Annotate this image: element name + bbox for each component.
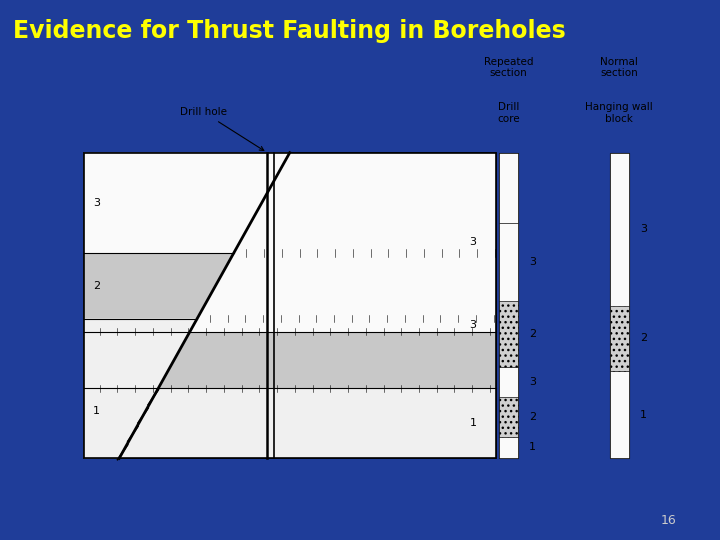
Bar [610, 153, 629, 306]
Polygon shape [84, 319, 197, 458]
Text: Evidence for Thrust Faulting in Boreholes: Evidence for Thrust Faulting in Borehole… [13, 19, 566, 43]
Bar [610, 153, 629, 458]
Bar [84, 153, 495, 458]
Bar [499, 301, 518, 367]
Bar [84, 332, 495, 388]
Text: Hanging wall
block: Hanging wall block [585, 102, 653, 124]
Text: 3: 3 [469, 320, 477, 330]
Text: Normal
section: Normal section [600, 57, 638, 78]
Text: 1: 1 [469, 418, 477, 428]
Polygon shape [84, 153, 289, 253]
Text: 2: 2 [529, 412, 536, 422]
Text: 2: 2 [640, 333, 647, 343]
Text: 3: 3 [469, 237, 477, 247]
Polygon shape [84, 253, 234, 319]
Bar [499, 153, 518, 458]
Bar [84, 153, 495, 332]
Text: Drill
core: Drill core [497, 102, 520, 124]
Text: Repeated
section: Repeated section [484, 57, 533, 78]
Bar [499, 367, 518, 397]
Bar [499, 397, 518, 436]
Text: 2: 2 [94, 281, 100, 291]
Text: 3: 3 [94, 198, 100, 208]
Bar [610, 371, 629, 458]
Text: 3: 3 [529, 377, 536, 387]
Bar [499, 153, 518, 222]
Text: 1: 1 [94, 406, 100, 416]
Text: 3: 3 [640, 224, 647, 234]
Text: 1: 1 [640, 410, 647, 420]
Text: 1: 1 [529, 442, 536, 453]
Bar [499, 436, 518, 458]
Bar [610, 306, 629, 371]
Bar [499, 222, 518, 301]
Text: 2: 2 [529, 329, 536, 339]
Text: Drill hole: Drill hole [180, 107, 264, 151]
Text: 16: 16 [661, 514, 677, 526]
Bar [84, 153, 495, 458]
Bar [84, 388, 495, 458]
Text: 3: 3 [529, 257, 536, 267]
